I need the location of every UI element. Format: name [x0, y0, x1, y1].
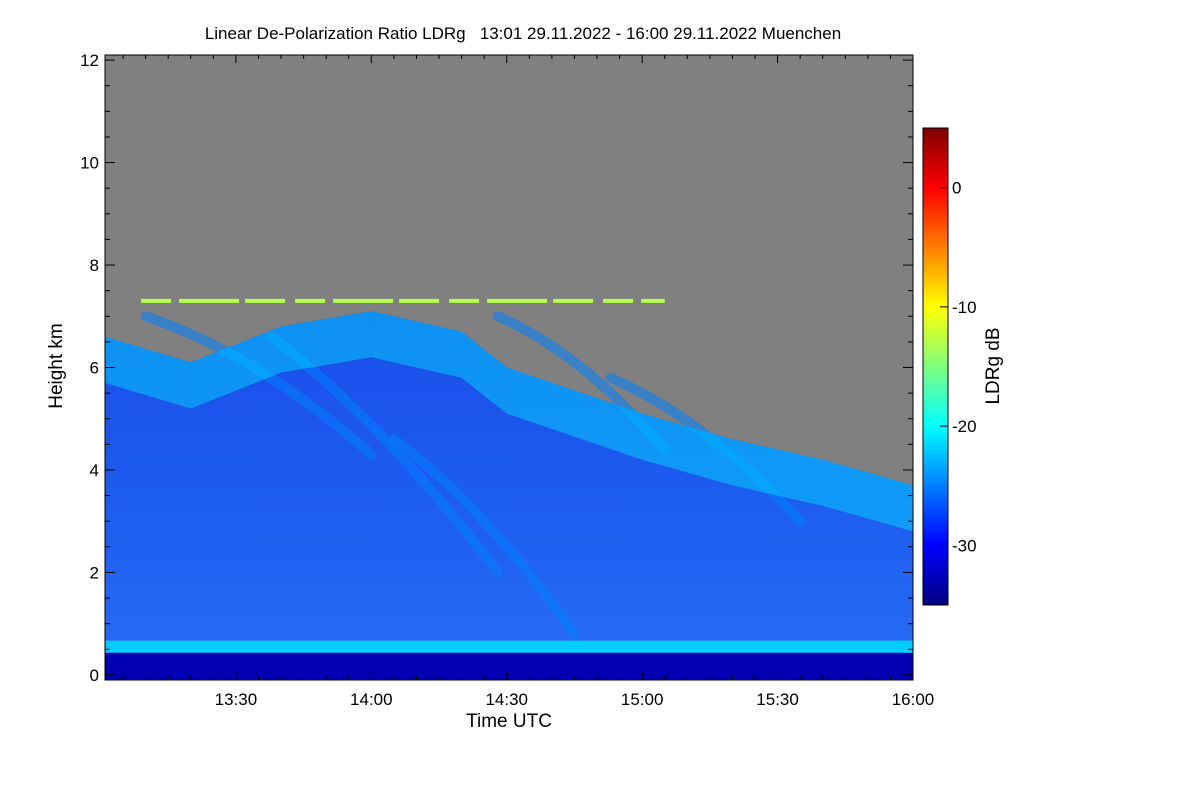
cloud-top-band-segment — [642, 413, 733, 486]
boundary-layer-band — [105, 640, 913, 653]
y-tick-label: 8 — [90, 256, 99, 275]
chart-title: Linear De-Polarization Ratio LDRg 13:01 … — [205, 24, 841, 43]
cloud-top-band-segment — [105, 336, 191, 409]
plot-area — [105, 55, 913, 680]
fall-streak — [605, 372, 806, 527]
cloud-top-band-segment — [822, 459, 913, 532]
x-tick-label: 15:30 — [756, 690, 799, 709]
fall-streak — [492, 311, 670, 455]
cloud-top-band-segment — [506, 367, 552, 429]
x-tick-label: 14:30 — [485, 690, 528, 709]
x-axis: 13:30 14:00 14:30 15:00 15:30 16:00 — [122, 55, 935, 709]
fall-streak — [388, 434, 580, 639]
y-axis: 0 2 4 6 8 10 12 — [80, 51, 913, 685]
y-axis-label: Height km — [46, 323, 67, 409]
colorbar-label: LDRg dB — [983, 327, 1004, 404]
colorbar-tick-label: 0 — [952, 179, 961, 198]
y-tick-label: 6 — [90, 359, 99, 378]
y-tick-label: 0 — [90, 666, 99, 685]
y-tick-label: 2 — [90, 563, 99, 582]
cloud-top-band-segment — [551, 382, 643, 460]
fall-streaks — [140, 311, 806, 639]
near-surface-band — [105, 652, 913, 680]
cloud-top-band-segment — [461, 331, 507, 414]
x-axis-label: Time UTC — [466, 711, 552, 732]
fall-streak — [140, 311, 377, 460]
x-tick-label: 16:00 — [892, 690, 935, 709]
colorbar: 0 -10 -20 -30 — [922, 127, 977, 606]
x-tick-label: 13:30 — [215, 690, 258, 709]
colorbar-gradient — [922, 127, 949, 606]
colorbar-tick-label: -30 — [952, 536, 977, 555]
cloud-top-band-segment — [732, 439, 823, 506]
cloud-top-band-segment — [281, 311, 372, 373]
colorbar-tick-label: -10 — [952, 298, 977, 317]
cloud-top-band-segment — [190, 326, 282, 409]
x-tick-label: 14:00 — [350, 690, 393, 709]
cloud-top-band-segment — [371, 311, 462, 378]
colorbar-ticks: 0 -10 -20 -30 — [940, 179, 977, 555]
colorbar-tick-label: -20 — [952, 417, 977, 436]
y-tick-label: 4 — [90, 461, 99, 480]
y-tick-label: 12 — [80, 51, 99, 70]
cloud-top-band — [105, 311, 913, 532]
x-tick-label: 15:00 — [621, 690, 664, 709]
fall-streak — [267, 331, 503, 578]
y-tick-label: 10 — [80, 154, 99, 173]
